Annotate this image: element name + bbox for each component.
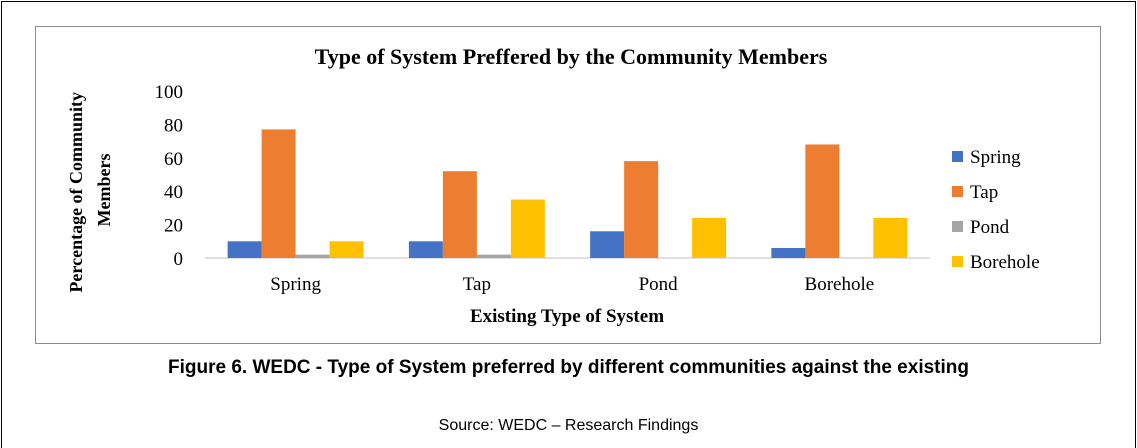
x-tick-label: Tap (463, 274, 491, 295)
bar-borehole-spring (771, 247, 806, 258)
bar-pond-borehole (692, 217, 727, 258)
y-axis-label: Percentage of Community Members (66, 87, 114, 292)
y-axis-label-line-2: Members (94, 154, 114, 227)
source-note: Source: WEDC – Research Findings (438, 417, 699, 434)
legend-label-borehole: Borehole (970, 252, 1040, 273)
x-axis-label: Existing Type of System (470, 306, 664, 327)
bar-spring-pond (295, 254, 330, 258)
bar-tap-borehole (510, 199, 545, 258)
bar-tap-spring (408, 241, 443, 258)
y-tick-label: 0 (174, 249, 184, 270)
bar-pond-tap (624, 161, 659, 258)
y-tick-label: 60 (164, 149, 183, 170)
legend-swatch-borehole (952, 256, 963, 267)
bar-spring-spring (227, 241, 262, 258)
bar-spring-tap (261, 129, 296, 258)
bar-pond-spring (590, 231, 625, 258)
legend-label-spring: Spring (970, 147, 1021, 168)
y-tick-label: 20 (164, 216, 183, 237)
y-tick-label: 40 (164, 182, 183, 203)
bar-tap-tap (442, 171, 477, 258)
x-tick-label: Pond (639, 274, 679, 295)
y-axis-label-line-1: Percentage of Community (66, 92, 86, 293)
bar-borehole-borehole (873, 217, 908, 258)
figure-caption: Figure 6. WEDC - Type of System preferre… (168, 357, 969, 378)
x-tick-label: Spring (270, 274, 321, 295)
y-tick-label: 80 (164, 115, 183, 136)
bar-spring-borehole (329, 241, 364, 258)
bar-tap-pond (476, 254, 511, 258)
legend-label-tap: Tap (970, 182, 998, 203)
legend-swatch-pond (952, 221, 963, 232)
x-tick-label: Borehole (805, 274, 875, 295)
legend-swatch-spring (952, 151, 963, 162)
bar-chart: Type of System Preffered by the Communit… (66, 44, 1040, 327)
y-tick-label: 100 (155, 82, 184, 103)
chart-frame (35, 26, 1101, 344)
bar-borehole-tap (805, 144, 840, 258)
legend-swatch-tap (952, 186, 963, 197)
chart-title: Type of System Preffered by the Communit… (315, 44, 828, 69)
legend-label-pond: Pond (970, 217, 1010, 238)
